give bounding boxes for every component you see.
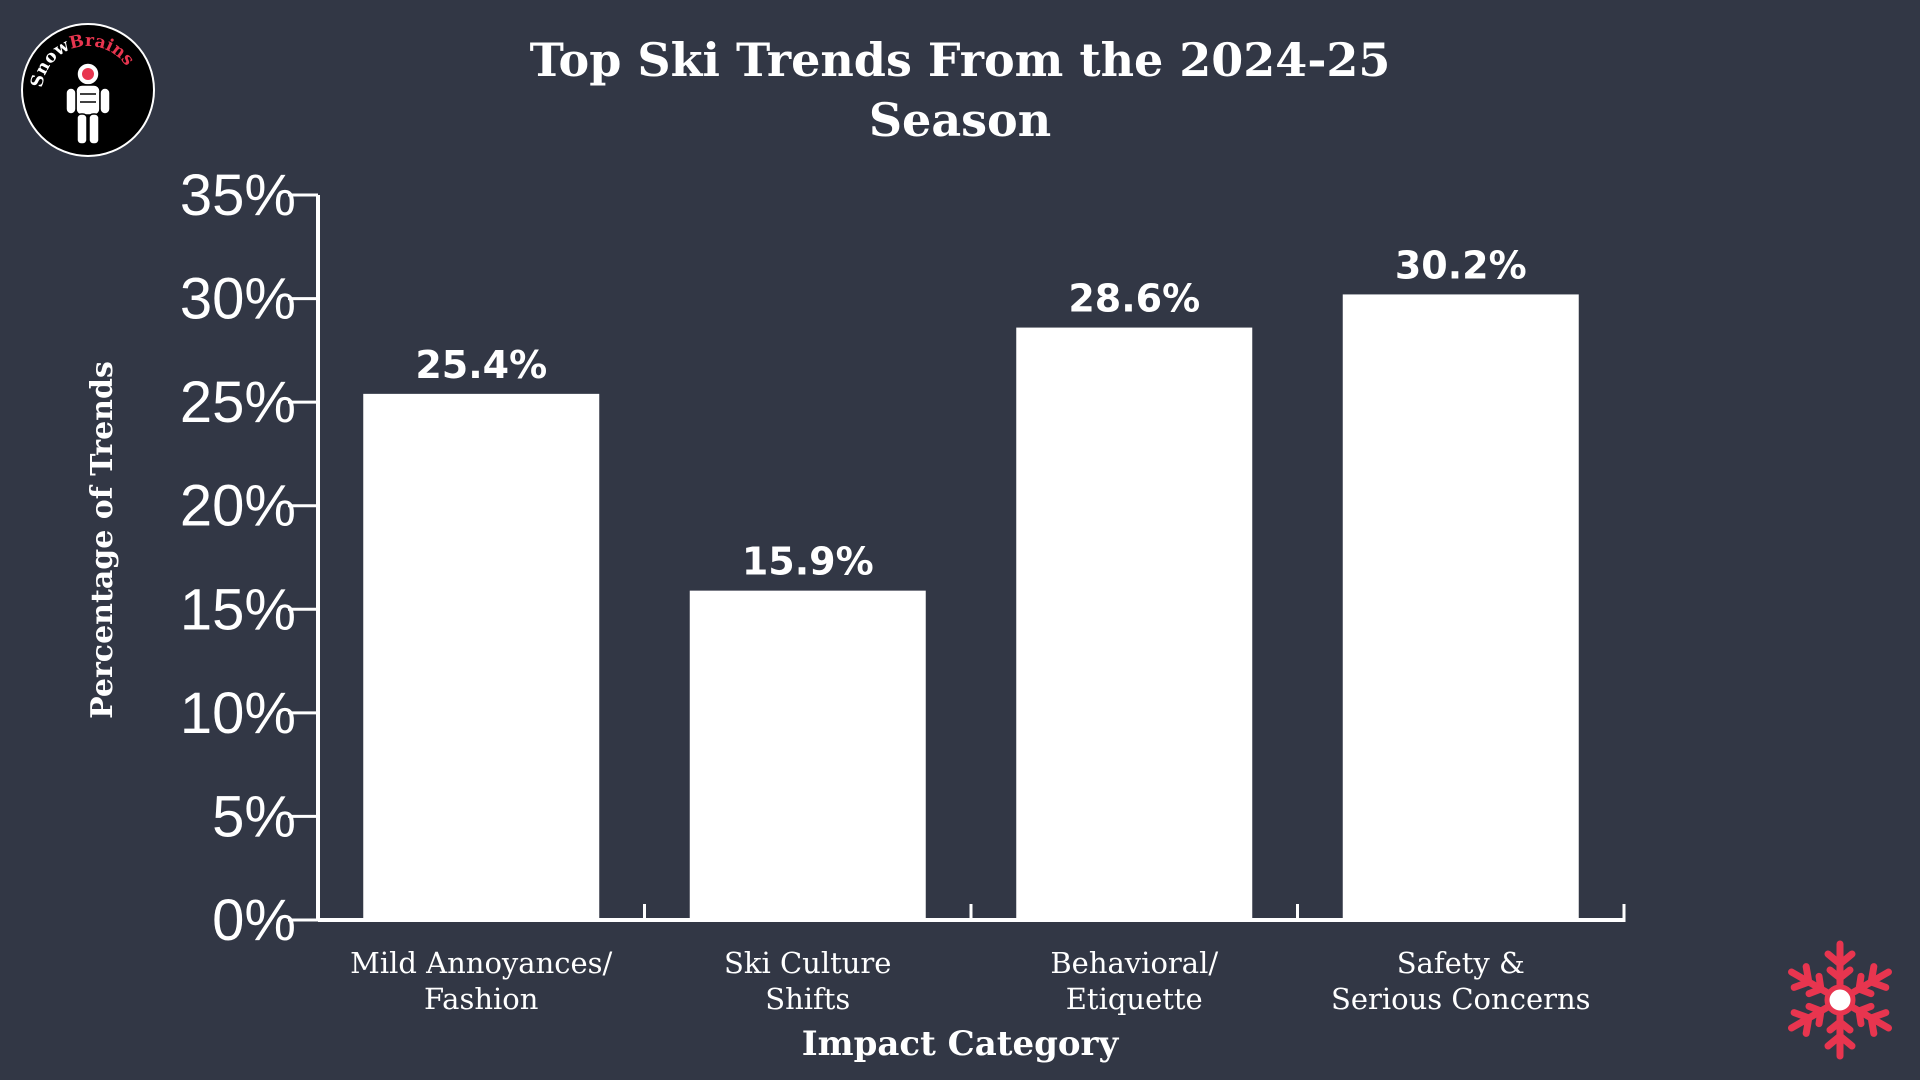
y-tick-label: 20%	[180, 474, 296, 539]
x-tick-label: Ski Culture	[724, 946, 891, 980]
chart-title-line-2: Season	[868, 93, 1052, 147]
y-tick-label: 5%	[212, 784, 296, 849]
x-tick-label: Etiquette	[1066, 982, 1203, 1016]
bar	[363, 393, 600, 920]
x-tick-label: Fashion	[424, 982, 538, 1016]
y-tick-label: 15%	[180, 577, 296, 642]
y-tick-label: 35%	[180, 163, 296, 228]
x-tick-label: Safety &	[1397, 946, 1525, 980]
x-axis-title: Impact Category	[802, 1024, 1120, 1064]
chart-title: Top Ski Trends From the 2024-25 Season	[460, 30, 1460, 150]
y-tick-label: 30%	[180, 267, 296, 332]
snowbrains-logo: SnowBrains	[21, 23, 155, 157]
snowflake-icon	[1788, 940, 1892, 1060]
astronaut-icon	[65, 62, 111, 145]
chart-title-line-1: Top Ski Trends From the 2024-25	[529, 33, 1391, 87]
bar	[689, 590, 926, 920]
x-tick-label: Mild Annoyances/	[350, 946, 612, 980]
y-axis-title: Percentage of Trends	[85, 361, 120, 719]
bar-value-label: 30.2%	[1395, 243, 1527, 287]
bar	[1342, 294, 1579, 920]
y-tick-label: 0%	[212, 888, 296, 953]
y-tick-label: 25%	[180, 370, 296, 435]
x-tick-label: Shifts	[765, 982, 850, 1016]
x-tick-label: Serious Concerns	[1331, 982, 1591, 1016]
y-tick-label: 10%	[180, 681, 296, 746]
x-tick-label: Behavioral/	[1050, 946, 1218, 980]
bar-value-label: 15.9%	[742, 540, 874, 584]
bar-value-label: 25.4%	[415, 343, 547, 387]
bar	[1016, 327, 1253, 921]
bar-value-label: 28.6%	[1068, 277, 1200, 321]
